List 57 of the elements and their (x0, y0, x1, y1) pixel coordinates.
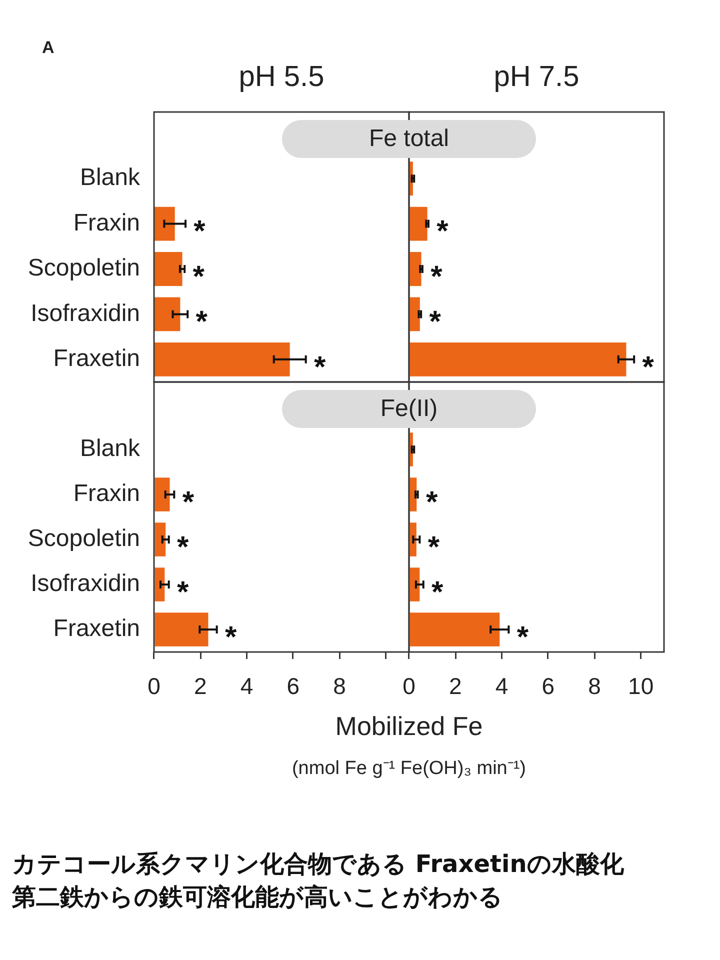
x-tick-label: 0 (402, 673, 416, 700)
bar (409, 342, 626, 376)
bar (154, 297, 180, 332)
annotation: * (194, 215, 206, 248)
y-tick-label: Fraxin (73, 480, 140, 508)
x-tick-label: 0 (148, 673, 160, 700)
y-tick-label: Blank (80, 164, 141, 192)
x-axis-title: Mobilized Fe (nmol Fe g⁻¹ Fe(OH)₃ min⁻¹) (290, 710, 528, 781)
x-tick-label: 2 (448, 673, 462, 700)
annotation: * (426, 486, 438, 519)
chart-title: pH 7.5 (492, 60, 580, 94)
text: A (42, 38, 54, 58)
x-tick-label: 6 (542, 673, 554, 700)
y-tick-label: Isofraxidin (30, 300, 140, 327)
annotation: * (432, 576, 444, 609)
annotation: * (314, 350, 326, 384)
annotation: * (642, 350, 654, 384)
bar (409, 206, 428, 241)
x-tick-label: 8 (588, 673, 601, 700)
y-tick-label: Isofraxidin (30, 570, 140, 598)
x-tick-label: 6 (286, 673, 300, 700)
y-tick-label: Blank (80, 435, 141, 462)
annotation: * (430, 260, 443, 294)
bar (409, 252, 422, 286)
x-tick-label: 2 (194, 673, 207, 700)
annotation: * (176, 576, 189, 609)
annotation: * (436, 215, 449, 248)
x-tick-label: 4 (240, 673, 254, 700)
bar (410, 612, 500, 646)
x-tick-label: 10 (628, 673, 654, 700)
y-tick-label: Scopoletin (28, 254, 140, 282)
y-tick-label: Scopoletin (28, 525, 140, 552)
bar (154, 252, 182, 286)
text: カテコール系クマリン化合物である Fraxetinの水酸化第二鉄からの鉄可溶化能が高いことがわかる (12, 849, 625, 913)
x-tick-label: 4 (495, 673, 508, 700)
annotation: * (192, 260, 205, 294)
chart-subtitle: Fe(II) (282, 390, 536, 428)
annotation: * (428, 530, 440, 564)
y-tick-label: Fraxin (73, 209, 140, 236)
y-tick-label: Fraxetin (53, 615, 140, 642)
bar (154, 206, 175, 241)
x-tick-label: 8 (333, 673, 346, 700)
bar (410, 568, 420, 602)
y-tick-label: Fraxetin (53, 345, 140, 372)
bar (154, 478, 170, 512)
annotation: * (224, 620, 237, 654)
chart-subtitle: Fe total (282, 120, 536, 158)
annotation: * (196, 306, 208, 339)
bar (154, 522, 166, 556)
bar (154, 568, 165, 602)
bar (154, 612, 208, 646)
annotation: * (182, 486, 194, 519)
chart-title: pH 5.5 (238, 60, 326, 94)
bar (154, 342, 290, 376)
annotation: * (429, 306, 442, 339)
annotation: * (516, 620, 529, 654)
annotation: * (176, 530, 189, 564)
